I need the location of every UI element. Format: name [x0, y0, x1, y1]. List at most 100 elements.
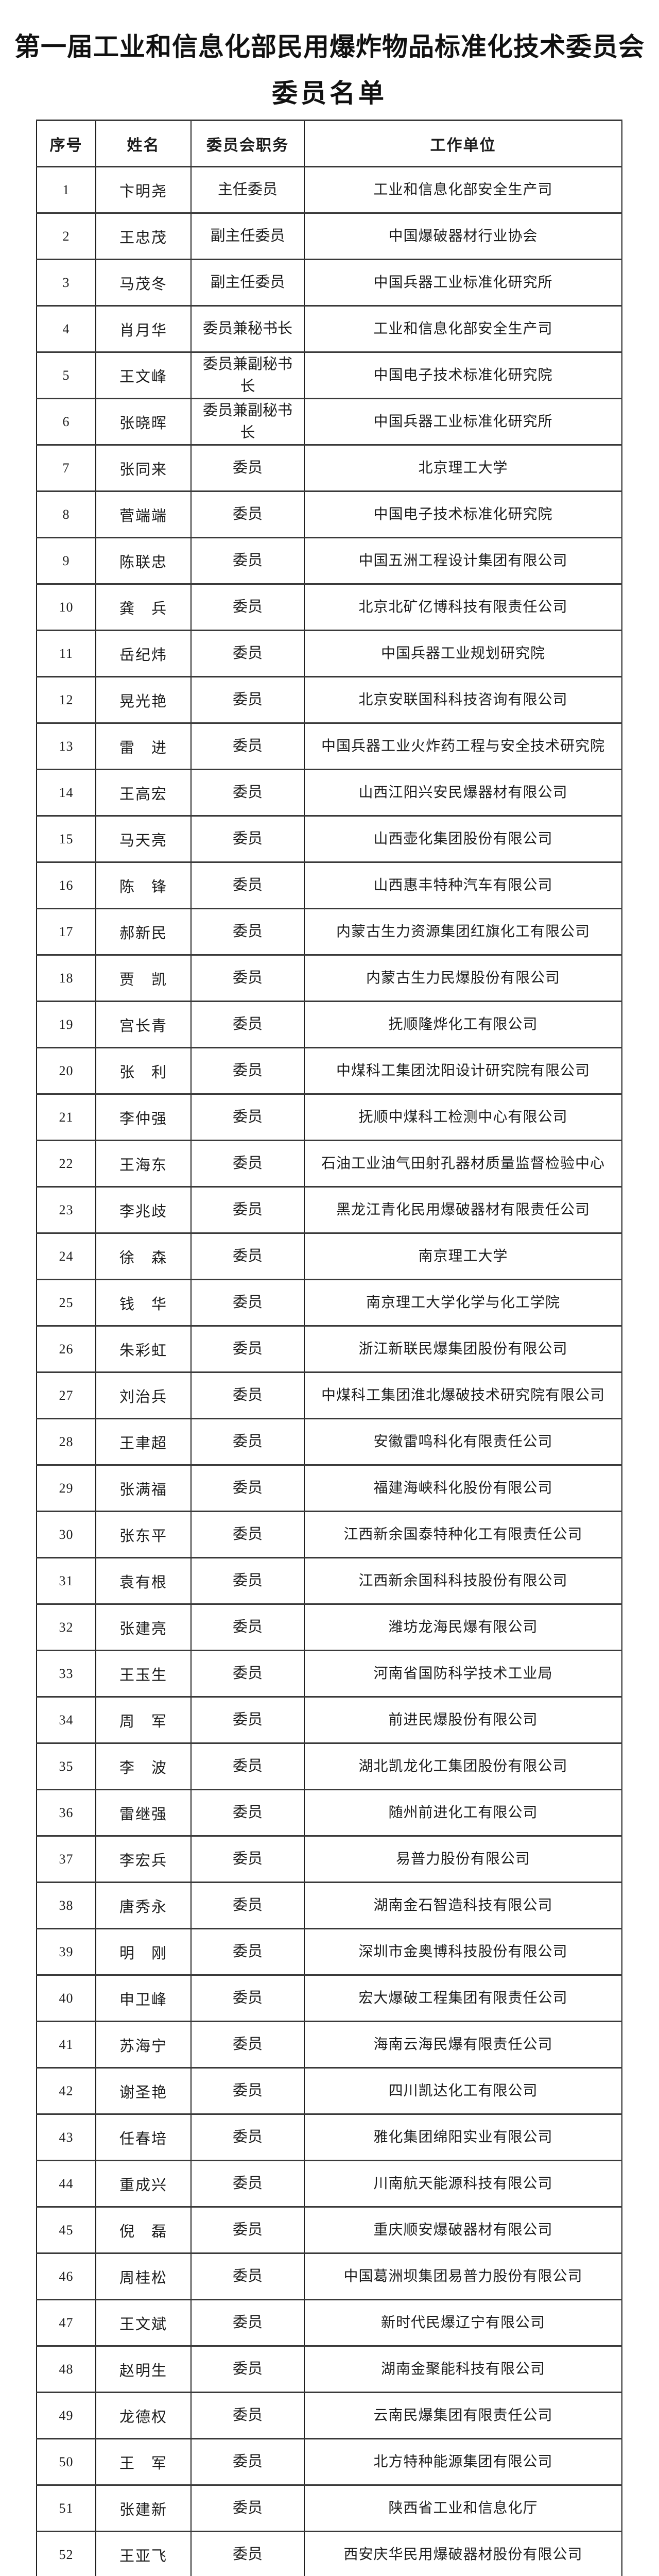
cell-organization: 浙江新联民爆集团股份有限公司	[304, 1325, 622, 1373]
table-row: 19 宫长青 委员 抚顺隆烨化工有限公司	[36, 1001, 622, 1048]
cell-organization: 川南航天能源科技有限公司	[304, 2160, 622, 2208]
cell-organization: 工业和信息化部安全生产司	[304, 305, 622, 353]
cell-position: 委员	[190, 676, 305, 724]
cell-position: 委员	[190, 1974, 305, 2022]
cell-name: 张同来	[95, 444, 192, 492]
cell-name: 唐秀永	[95, 1882, 192, 1929]
cell-name: 卞明尧	[95, 166, 192, 214]
cell-index: 1	[36, 166, 96, 214]
page-title-line2: 委员名单	[272, 79, 387, 108]
cell-index: 9	[36, 537, 96, 585]
cell-index: 7	[36, 444, 96, 492]
table-row: 39 明 刚 委员 深圳市金奥博科技股份有限公司	[36, 1928, 622, 1976]
cell-index: 16	[36, 861, 96, 909]
cell-organization: 河南省国防科学技术工业局	[304, 1650, 622, 1698]
cell-index: 47	[36, 2299, 96, 2347]
table-row: 51 张建新 委员 陕西省工业和信息化厅	[36, 2484, 622, 2532]
cell-organization: 潍坊龙海民爆有限公司	[304, 1603, 622, 1651]
cell-position: 委员	[190, 1928, 305, 1976]
cell-organization: 北方特种能源集团有限公司	[304, 2438, 622, 2486]
cell-index: 41	[36, 2021, 96, 2069]
cell-organization: 北京北矿亿博科技有限责任公司	[304, 583, 622, 631]
cell-organization: 陕西省工业和信息化厅	[304, 2484, 622, 2532]
cell-index: 29	[36, 1464, 96, 1512]
cell-position: 委员	[190, 1186, 305, 1234]
cell-index: 32	[36, 1603, 96, 1651]
cell-organization: 中煤科工集团沈阳设计研究院有限公司	[304, 1047, 622, 1095]
cell-name: 李 波	[95, 1742, 192, 1790]
table-row: 50 王 军 委员 北方特种能源集团有限公司	[36, 2438, 622, 2486]
cell-position: 委员	[190, 1557, 305, 1605]
cell-organization: 中国葛洲坝集团易普力股份有限公司	[304, 2252, 622, 2300]
cell-name: 李宏兵	[95, 1835, 192, 1883]
cell-name: 袁有根	[95, 1557, 192, 1605]
table-row: 24 徐 森 委员 南京理工大学	[36, 1232, 622, 1280]
table-row: 16 陈 锋 委员 山西惠丰特种汽车有限公司	[36, 861, 622, 909]
cell-index: 42	[36, 2067, 96, 2115]
table-row: 35 李 波 委员 湖北凯龙化工集团股份有限公司	[36, 1742, 622, 1790]
cell-index: 28	[36, 1418, 96, 1466]
cell-name: 张满福	[95, 1464, 192, 1512]
cell-organization: 石油工业油气田射孔器材质量监督检验中心	[304, 1140, 622, 1188]
cell-index: 37	[36, 1835, 96, 1883]
table-row: 8 菅端端 委员 中国电子技术标准化研究院	[36, 490, 622, 538]
cell-position: 委员	[190, 2206, 305, 2254]
table-row: 5 王文峰 委员兼副秘书 长 中国电子技术标准化研究院	[36, 351, 622, 399]
cell-name: 雷继强	[95, 1789, 192, 1837]
cell-name: 王亚飞	[95, 2531, 192, 2576]
table-row: 9 陈联忠 委员 中国五洲工程设计集团有限公司	[36, 537, 622, 585]
cell-index: 50	[36, 2438, 96, 2486]
cell-name: 雷 进	[95, 722, 192, 770]
cell-name: 张晓晖	[95, 398, 192, 446]
table-row: 41 苏海宁 委员 海南云海民爆有限责任公司	[36, 2021, 622, 2069]
cell-position: 委员	[190, 861, 305, 909]
table-row: 25 钱 华 委员 南京理工大学化学与化工学院	[36, 1279, 622, 1327]
cell-name: 苏海宁	[95, 2021, 192, 2069]
cell-name: 菅端端	[95, 490, 192, 538]
cell-index: 33	[36, 1650, 96, 1698]
cell-index: 34	[36, 1696, 96, 1744]
cell-position: 委员	[190, 537, 305, 585]
table-row: 11 岳纪炜 委员 中国兵器工业规划研究院	[36, 630, 622, 677]
cell-position: 委员	[190, 630, 305, 677]
table-row: 14 王高宏 委员 山西江阳兴安民爆器材有限公司	[36, 769, 622, 817]
table-row: 17 郝新民 委员 内蒙古生力资源集团红旗化工有限公司	[36, 908, 622, 956]
cell-index: 10	[36, 583, 96, 631]
cell-index: 21	[36, 1093, 96, 1141]
cell-index: 48	[36, 2345, 96, 2393]
cell-position: 委员	[190, 490, 305, 538]
table-row: 30 张东平 委员 江西新余国泰特种化工有限责任公司	[36, 1511, 622, 1558]
cell-position: 委员	[190, 1232, 305, 1280]
table-row: 21 李仲强 委员 抚顺中煤科工检测中心有限公司	[36, 1093, 622, 1141]
cell-organization: 北京安联国科科技咨询有限公司	[304, 676, 622, 724]
table-row: 10 龚 兵 委员 北京北矿亿博科技有限责任公司	[36, 583, 622, 631]
cell-organization: 中国电子技术标准化研究院	[304, 351, 622, 399]
cell-index: 25	[36, 1279, 96, 1327]
cell-organization: 江西新余国泰特种化工有限责任公司	[304, 1511, 622, 1558]
cell-index: 13	[36, 722, 96, 770]
cell-position: 委员	[190, 1882, 305, 1929]
table-row: 2 王忠茂 副主任委员 中国爆破器材行业协会	[36, 212, 622, 260]
cell-index: 31	[36, 1557, 96, 1605]
cell-index: 11	[36, 630, 96, 677]
cell-position: 委员	[190, 1001, 305, 1048]
cell-position: 委员	[190, 954, 305, 1002]
cell-organization: 北京理工大学	[304, 444, 622, 492]
cell-name: 赵明生	[95, 2345, 192, 2393]
cell-name: 刘治兵	[95, 1371, 192, 1419]
cell-organization: 雅化集团绵阳实业有限公司	[304, 2113, 622, 2161]
cell-position: 副主任委员	[190, 212, 305, 260]
cell-position: 委员	[190, 1371, 305, 1419]
header-cell-index: 序号	[36, 120, 96, 167]
member-table-header: 序号 姓名 委员会职务 工作单位	[36, 120, 622, 167]
table-row: 7 张同来 委员 北京理工大学	[36, 444, 622, 492]
table-row: 32 张建亮 委员 潍坊龙海民爆有限公司	[36, 1603, 622, 1651]
cell-index: 22	[36, 1140, 96, 1188]
cell-name: 王 军	[95, 2438, 192, 2486]
cell-index: 3	[36, 259, 96, 307]
cell-position: 委员	[190, 1742, 305, 1790]
cell-position: 委员	[190, 2392, 305, 2439]
cell-position: 委员	[190, 2345, 305, 2393]
cell-organization: 中国兵器工业火炸药工程与安全技术研究院	[304, 722, 622, 770]
